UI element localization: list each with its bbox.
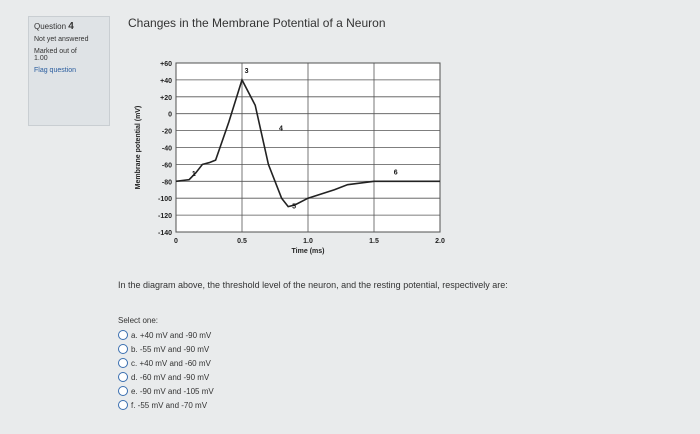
radio[interactable] [118,372,128,382]
option-text: d. -60 mV and -90 mV [131,372,210,382]
marks: Marked out of 1.00 [34,48,104,62]
option-text: c. +40 mV and -60 mV [131,358,211,368]
radio[interactable] [118,344,128,354]
option[interactable]: a. +40 mV and -90 mV [118,328,214,342]
option[interactable]: d. -60 mV and -90 mV [118,370,214,384]
y-tick-label: -140 [158,230,172,237]
option[interactable]: c. +40 mV and -60 mV [118,356,214,370]
x-axis-label: Time (ms) [292,248,325,255]
y-axis-label: Membrane potential (mV) [135,106,142,190]
y-tick-label: +40 [160,78,172,85]
x-tick-label: 0 [174,238,178,245]
option-text: a. +40 mV and -90 mV [131,330,212,340]
status: Not yet answered [34,36,89,43]
y-tick-label: 0 [168,112,172,119]
marked-label: Marked out of [34,48,77,55]
flag-question[interactable]: Flag question [34,67,77,74]
point-label: 5 [292,203,296,210]
point-label: 4 [279,126,283,133]
y-tick-label: +60 [160,61,172,68]
y-tick-label: -60 [162,162,172,169]
option-text: b. -55 mV and -90 mV [131,344,210,354]
x-tick-label: 0.5 [237,238,247,245]
point-label: 3 [245,68,249,75]
chart-title: Changes in the Membrane Potential of a N… [128,16,386,30]
point-label: 1 [192,171,196,178]
radio[interactable] [118,386,128,396]
question-number: Question 4 [34,21,104,32]
question-text: In the diagram above, the threshold leve… [118,280,508,290]
number: 4 [68,21,74,32]
question-info: Question 4 Not yet answered Marked out o… [28,16,110,126]
point-label: 6 [394,170,398,177]
x-tick-label: 1.5 [369,238,379,245]
options: a. +40 mV and -90 mV b. -55 mV and -90 mV… [118,328,214,412]
radio[interactable] [118,400,128,410]
option[interactable]: e. -90 mV and -105 mV [118,384,214,398]
y-tick-label: -100 [158,196,172,203]
chart: Changes in the Membrane Potential of a N… [128,16,445,255]
y-tick-label: -20 [162,129,172,136]
y-tick-label: -40 [162,146,172,153]
option[interactable]: f. -55 mV and -70 mV [118,398,214,412]
option-text: e. -90 mV and -105 mV [131,386,214,396]
line-series [175,77,440,208]
option[interactable]: b. -55 mV and -90 mV [118,342,214,356]
radio[interactable] [118,358,128,368]
x-tick-label: 1.0 [303,238,313,245]
select-label: Select one: [118,316,159,325]
y-tick-label: -120 [158,213,172,220]
question-content: Changes in the Membrane Potential of a N… [118,8,688,428]
answer-options: Select one: a. +40 mV and -90 mV b. -55 m… [118,316,214,412]
y-tick-label: -80 [162,179,172,186]
label: Question [34,22,67,31]
x-tick-label: 2.0 [435,238,445,245]
option-text: f. -55 mV and -70 mV [131,400,208,410]
marks-value: 1.00 [34,55,48,62]
radio[interactable] [118,330,128,340]
y-tick-label: +20 [160,95,172,102]
